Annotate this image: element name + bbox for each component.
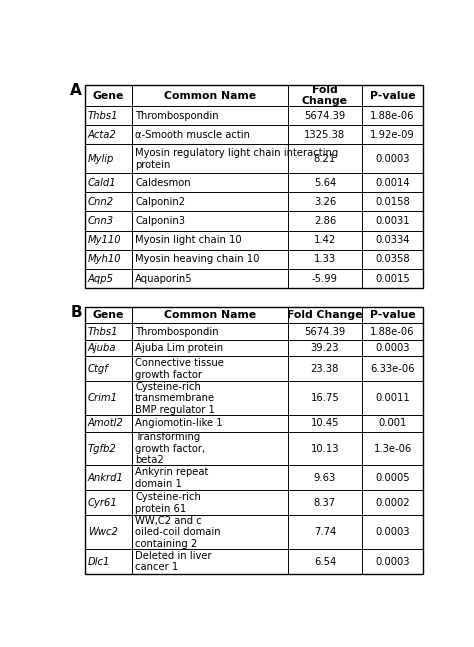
Text: Gene: Gene (93, 311, 124, 320)
Text: Myosin heaving chain 10: Myosin heaving chain 10 (135, 254, 260, 265)
Text: Deleted in liver
cancer 1: Deleted in liver cancer 1 (135, 551, 212, 573)
Text: Fold Change: Fold Change (287, 311, 363, 320)
Text: Fold
Change: Fold Change (302, 85, 348, 106)
Text: Crim1: Crim1 (88, 393, 118, 403)
Text: 1.92e-09: 1.92e-09 (370, 130, 415, 140)
Text: 0.0011: 0.0011 (375, 393, 410, 403)
Text: 9.63: 9.63 (314, 473, 336, 483)
Text: Cyr61: Cyr61 (88, 498, 118, 508)
Bar (85, 85, 423, 288)
Text: Caldesmon: Caldesmon (135, 178, 191, 188)
Text: 1.33: 1.33 (314, 254, 336, 265)
Text: 0.0014: 0.0014 (375, 178, 410, 188)
Bar (85, 307, 423, 574)
Text: Tgfb2: Tgfb2 (88, 444, 117, 454)
Text: WW,C2 and c
oiled-coil domain
containing 2: WW,C2 and c oiled-coil domain containing… (135, 516, 221, 549)
Text: Wwc2: Wwc2 (88, 527, 118, 537)
Text: 1.3e-06: 1.3e-06 (374, 444, 411, 454)
Text: 0.0031: 0.0031 (375, 216, 410, 226)
Text: Calponin3: Calponin3 (135, 216, 185, 226)
Text: 0.0002: 0.0002 (375, 498, 410, 508)
Text: Connective tissue
growth factor: Connective tissue growth factor (135, 358, 224, 380)
Text: P-value: P-value (370, 311, 415, 320)
Text: Thrombospondin: Thrombospondin (135, 111, 219, 120)
Text: 0.0358: 0.0358 (375, 254, 410, 265)
Text: 0.0015: 0.0015 (375, 274, 410, 283)
Text: 0.0158: 0.0158 (375, 197, 410, 207)
Text: 39.23: 39.23 (310, 343, 339, 353)
Text: Transforming
growth factor,
beta2: Transforming growth factor, beta2 (135, 432, 205, 465)
Text: 0.0003: 0.0003 (375, 556, 410, 567)
Text: Aquaporin5: Aquaporin5 (135, 274, 193, 283)
Text: Myosin light chain 10: Myosin light chain 10 (135, 235, 242, 245)
Text: Common Name: Common Name (164, 91, 256, 100)
Text: 5674.39: 5674.39 (304, 111, 346, 120)
Text: Cysteine-rich
protein 61: Cysteine-rich protein 61 (135, 492, 201, 514)
Text: B: B (70, 305, 82, 320)
Text: 23.38: 23.38 (311, 364, 339, 374)
Text: 0.0334: 0.0334 (375, 235, 410, 245)
Text: Aqp5: Aqp5 (88, 274, 114, 283)
Text: Amotl2: Amotl2 (88, 419, 124, 428)
Text: Ankrd1: Ankrd1 (88, 473, 124, 483)
Text: 0.0003: 0.0003 (375, 343, 410, 353)
Text: 10.13: 10.13 (310, 444, 339, 454)
Text: Myosin regulatory light chain interacting
protein: Myosin regulatory light chain interactin… (135, 148, 338, 170)
Text: Thbs1: Thbs1 (88, 111, 118, 120)
Text: 0.001: 0.001 (378, 419, 407, 428)
Text: 0.0005: 0.0005 (375, 473, 410, 483)
Text: Acta2: Acta2 (88, 130, 117, 140)
Text: Cysteine-rich
transmembrane
BMP regulator 1: Cysteine-rich transmembrane BMP regulato… (135, 382, 215, 415)
Text: Cald1: Cald1 (88, 178, 117, 188)
Text: 6.33e-06: 6.33e-06 (370, 364, 415, 374)
Text: My110: My110 (88, 235, 121, 245)
Text: P-value: P-value (370, 91, 415, 100)
Text: -5.99: -5.99 (312, 274, 338, 283)
Text: 1325.38: 1325.38 (304, 130, 346, 140)
Text: 8.21: 8.21 (314, 154, 336, 164)
Text: Dlc1: Dlc1 (88, 556, 110, 567)
Text: α-Smooth muscle actin: α-Smooth muscle actin (135, 130, 250, 140)
Text: Common Name: Common Name (164, 311, 256, 320)
Text: 7.74: 7.74 (314, 527, 336, 537)
Text: 6.54: 6.54 (314, 556, 336, 567)
Text: 8.37: 8.37 (314, 498, 336, 508)
Text: Cnn3: Cnn3 (88, 216, 114, 226)
Text: 16.75: 16.75 (310, 393, 339, 403)
Text: A: A (70, 83, 82, 98)
Text: 0.0003: 0.0003 (375, 527, 410, 537)
Text: Ctgf: Ctgf (88, 364, 109, 374)
Text: Calponin2: Calponin2 (135, 197, 185, 207)
Text: 10.45: 10.45 (310, 419, 339, 428)
Text: 5674.39: 5674.39 (304, 327, 346, 336)
Text: Thrombospondin: Thrombospondin (135, 327, 219, 336)
Text: Ajuba Lim protein: Ajuba Lim protein (135, 343, 223, 353)
Text: Thbs1: Thbs1 (88, 327, 118, 336)
Text: Cnn2: Cnn2 (88, 197, 114, 207)
Text: Angiomotin-like 1: Angiomotin-like 1 (135, 419, 223, 428)
Text: Mylip: Mylip (88, 154, 114, 164)
Text: 1.88e-06: 1.88e-06 (370, 111, 415, 120)
Text: 1.42: 1.42 (314, 235, 336, 245)
Text: Myh10: Myh10 (88, 254, 121, 265)
Text: 0.0003: 0.0003 (375, 154, 410, 164)
Text: 1.88e-06: 1.88e-06 (370, 327, 415, 336)
Text: 3.26: 3.26 (314, 197, 336, 207)
Text: Ankyrin repeat
domain 1: Ankyrin repeat domain 1 (135, 467, 209, 488)
Text: Gene: Gene (93, 91, 124, 100)
Text: 5.64: 5.64 (314, 178, 336, 188)
Text: Ajuba: Ajuba (88, 343, 117, 353)
Text: 2.86: 2.86 (314, 216, 336, 226)
